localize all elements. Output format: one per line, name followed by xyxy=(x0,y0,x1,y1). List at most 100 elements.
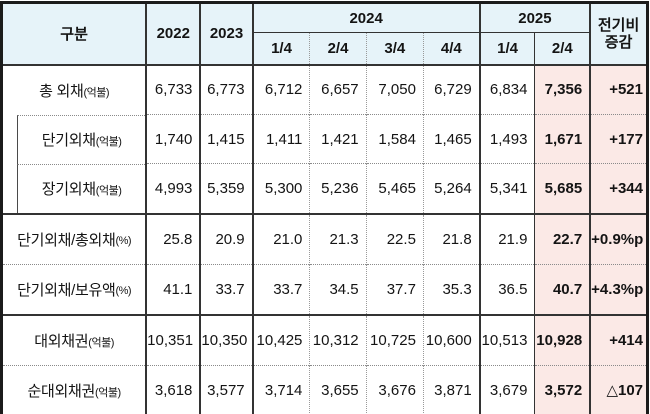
cell-y25q1: 1,493 xyxy=(478,114,535,164)
cell-q2: 3,655 xyxy=(309,364,367,414)
cell-c2022: 4,993 xyxy=(145,163,201,214)
row-label-unit: (억불) xyxy=(88,336,114,349)
cell-q4: 3,871 xyxy=(422,364,480,414)
header-q-2024-1: 1/4 xyxy=(251,32,310,65)
cell-y25q2: 3,572 xyxy=(534,364,591,414)
cell-c2023: 20.9 xyxy=(199,212,253,264)
cell-q3: 7,050 xyxy=(365,63,424,115)
cell-q3: 37.7 xyxy=(365,263,424,315)
cell-chg: +414 xyxy=(589,313,648,365)
row-label-text: 총 외채 xyxy=(39,82,84,100)
row-label: 단기외채 (억불) xyxy=(1,114,147,164)
cell-y25q2: 7,356 xyxy=(534,63,591,115)
cell-q2: 1,421 xyxy=(309,114,367,164)
cell-c2022: 1,740 xyxy=(145,114,201,164)
table-row: 장기외채 (억불) 4,993 5,359 5,300 5,236 5,465 5,264 5,… xyxy=(1,163,648,214)
table-row: 단기외채 (억불) 1,740 1,415 1,411 1,421 1,584 1,465 1,… xyxy=(1,114,648,164)
cell-c2023: 1,415 xyxy=(199,114,253,164)
cell-y25q2: 40.7 xyxy=(534,263,591,315)
cell-c2022: 41.1 xyxy=(145,263,201,315)
cell-q1: 6,712 xyxy=(251,63,310,115)
row-label-text: 대외채권 xyxy=(34,332,89,350)
header-year-2022: 2022 xyxy=(145,2,201,65)
table-row: 단기외채/보유액 (%) 41.1 33.7 33.7 34.5 37.7 35.3 36.5 4… xyxy=(1,263,648,315)
header-change: 전기비 증감 xyxy=(589,2,648,65)
header-year-2024: 2024 xyxy=(251,2,480,33)
cell-q1: 3,714 xyxy=(251,364,310,414)
cell-y25q1: 5,341 xyxy=(478,163,535,214)
table-row: 대외채권 (억불) 10,351 10,350 10,425 10,312 10,725 10… xyxy=(1,313,648,365)
row-label-unit: (억불) xyxy=(95,185,122,197)
cell-q2: 6,657 xyxy=(309,63,367,115)
cell-chg: +344 xyxy=(589,163,648,214)
header-change-line1: 전기비 xyxy=(597,16,640,34)
row-label-unit: (억불) xyxy=(95,386,121,399)
row-label-unit: (억불) xyxy=(95,136,122,148)
row-label: 대외채권 (억불) xyxy=(1,313,147,365)
cell-chg: +0.9%p xyxy=(589,212,648,264)
cell-y25q2: 5,685 xyxy=(534,163,591,214)
table-row: 순대외채권 (억불) 3,618 3,577 3,714 3,655 3,676 3,871 3… xyxy=(1,364,648,414)
row-label-unit: (%) xyxy=(115,234,132,247)
cell-c2023: 3,577 xyxy=(199,364,253,414)
cell-q3: 5,465 xyxy=(365,163,424,214)
cell-q2: 10,312 xyxy=(309,313,367,365)
header-q-2025-2: 2/4 xyxy=(534,32,591,65)
cell-y25q1: 36.5 xyxy=(478,263,535,315)
row-label-text: 단기외채/보유액 xyxy=(17,281,116,299)
cell-q2: 34.5 xyxy=(309,263,367,315)
cell-q4: 10,600 xyxy=(422,313,480,365)
cell-y25q2: 10,928 xyxy=(534,313,591,365)
cell-q3: 10,725 xyxy=(365,313,424,365)
cell-chg: +521 xyxy=(589,63,648,115)
row-label-unit: (%) xyxy=(115,284,132,297)
header-q-2025-1: 1/4 xyxy=(478,32,535,65)
row-label: 단기외채/보유액 (%) xyxy=(1,263,147,315)
table-body: 총 외채 (억불) 6,733 6,773 6,712 6,657 7,050 6,729 6,… xyxy=(1,63,648,414)
cell-q2: 21.3 xyxy=(309,212,367,264)
cell-q4: 21.8 xyxy=(422,212,480,264)
row-label: 순대외채권 (억불) xyxy=(1,364,147,414)
table-header: 구분 2022 2023 2024 2025 전기비 증감 1/4 2/4 3/… xyxy=(1,2,648,65)
cell-y25q2: 22.7 xyxy=(534,212,591,264)
cell-c2023: 5,359 xyxy=(199,163,253,214)
cell-c2023: 10,350 xyxy=(199,313,253,365)
cell-q1: 33.7 xyxy=(251,263,310,315)
header-year-2025: 2025 xyxy=(478,2,591,33)
cell-q3: 22.5 xyxy=(365,212,424,264)
cell-q3: 3,676 xyxy=(365,364,424,414)
row-label: 장기외채 (억불) xyxy=(1,163,147,214)
cell-c2023: 6,773 xyxy=(199,63,253,115)
cell-y25q1: 6,834 xyxy=(478,63,535,115)
header-q-2024-2: 2/4 xyxy=(309,32,367,65)
cell-chg: +4.3%p xyxy=(589,263,648,315)
cell-q1: 10,425 xyxy=(251,313,310,365)
cell-y25q2: 1,671 xyxy=(534,114,591,164)
row-label: 총 외채 (억불) xyxy=(1,63,147,115)
row-label: 단기외채/총외채 (%) xyxy=(1,212,147,264)
row-label-unit: (억불) xyxy=(83,86,110,99)
header-q-2024-4: 4/4 xyxy=(422,32,480,65)
cell-q1: 21.0 xyxy=(251,212,310,264)
header-q-2024-3: 3/4 xyxy=(365,32,424,65)
header-change-line2: 증감 xyxy=(604,33,633,51)
cell-q2: 5,236 xyxy=(309,163,367,214)
cell-q4: 6,729 xyxy=(422,63,480,115)
cell-q1: 1,411 xyxy=(251,114,310,164)
cell-chg: △107 xyxy=(589,364,648,414)
cell-q4: 1,465 xyxy=(422,114,480,164)
cell-c2022: 3,618 xyxy=(145,364,201,414)
cell-y25q1: 3,679 xyxy=(478,364,535,414)
table-row: 총 외채 (억불) 6,733 6,773 6,712 6,657 7,050 6,729 6,… xyxy=(1,63,648,115)
row-label-text: 순대외채권 xyxy=(27,382,96,400)
cell-c2022: 25.8 xyxy=(145,212,201,264)
cell-c2022: 6,733 xyxy=(145,63,201,115)
table-row: 단기외채/총외채 (%) 25.8 20.9 21.0 21.3 22.5 21.8 21.9 2… xyxy=(1,212,648,264)
row-label-text: 장기외채 xyxy=(41,181,96,198)
cell-y25q1: 10,513 xyxy=(478,313,535,365)
cell-y25q1: 21.9 xyxy=(478,212,535,264)
row-label-text: 단기외채/총외채 xyxy=(17,231,116,249)
cell-c2022: 10,351 xyxy=(145,313,201,365)
header-category: 구분 xyxy=(1,2,147,65)
